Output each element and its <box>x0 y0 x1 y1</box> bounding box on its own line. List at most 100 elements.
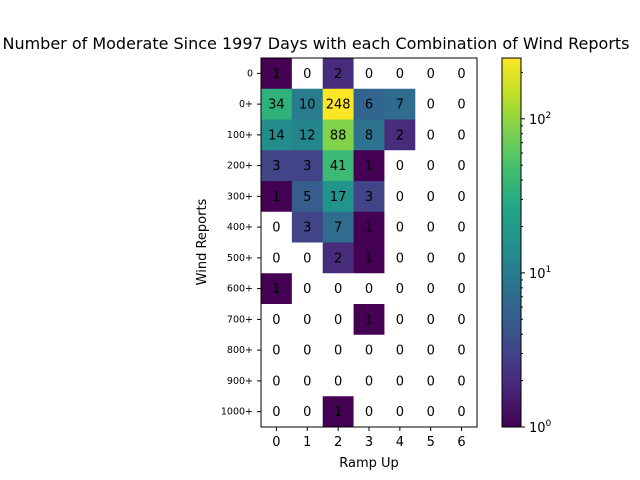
heatmap-cell <box>384 365 416 397</box>
x-tick-label: 2 <box>334 435 342 450</box>
cell-value-label: 0 <box>303 251 311 266</box>
cell-value-label: 0 <box>334 374 342 389</box>
cell-value-label: 0 <box>457 221 465 236</box>
heatmap-cell <box>322 211 354 243</box>
heatmap-cell <box>446 211 478 243</box>
heatmap-cell <box>261 88 293 120</box>
heatmap-cell <box>384 273 416 305</box>
y-tick-label: 700+ <box>227 314 253 325</box>
cell-value-label: 3 <box>272 159 280 174</box>
cell-value-label: 0 <box>396 190 404 205</box>
heatmap-cells <box>261 58 478 428</box>
cell-value-label: 0 <box>396 251 404 266</box>
heatmap-cell <box>353 58 385 90</box>
cell-value-label: 41 <box>330 159 347 174</box>
heatmap-cell <box>415 181 447 213</box>
heatmap-cell <box>353 211 385 243</box>
cell-value-label: 0 <box>457 251 465 266</box>
cell-value-label: 1 <box>365 251 373 266</box>
cell-value-label: 0 <box>457 128 465 143</box>
heatmap-cell <box>261 396 293 428</box>
cell-value-label: 0 <box>457 313 465 328</box>
y-tick-label: 100+ <box>227 130 253 141</box>
cell-value-label: 0 <box>427 190 435 205</box>
cell-value-label: 1 <box>334 405 342 420</box>
heatmap-cell <box>261 365 293 397</box>
heatmap-cell <box>415 242 447 274</box>
cell-value-label: 0 <box>457 374 465 389</box>
x-tick-label: 0 <box>272 435 280 450</box>
heatmap-cell <box>446 334 478 366</box>
cell-value-label: 0 <box>457 190 465 205</box>
x-tick-label: 4 <box>396 435 404 450</box>
cell-value-label: 3 <box>303 159 311 174</box>
heatmap-cell <box>353 150 385 182</box>
heatmap-cell <box>446 365 478 397</box>
heatmap-cell <box>384 88 416 120</box>
heatmap-cell <box>415 58 447 90</box>
cell-value-label: 0 <box>272 405 280 420</box>
cell-value-label: 7 <box>396 98 404 113</box>
x-tick-label: 5 <box>427 435 435 450</box>
cell-value-label: 2 <box>396 128 404 143</box>
heatmap-cell <box>291 396 324 428</box>
heatmap-cell <box>291 181 324 213</box>
heatmap-cell <box>322 150 354 182</box>
cell-value-label: 0 <box>303 313 311 328</box>
cell-value-label: 0 <box>427 282 435 297</box>
cell-value-label: 0 <box>427 221 435 236</box>
cell-value-label: 0 <box>272 344 280 359</box>
cell-value-label: 1 <box>365 221 373 236</box>
cell-value-label: 0 <box>396 221 404 236</box>
heatmap-cell <box>353 304 385 336</box>
cell-value-label: 1 <box>272 190 280 205</box>
cell-value-label: 0 <box>457 67 465 82</box>
heatmap-cell <box>291 119 324 151</box>
heatmap-cell <box>446 150 478 182</box>
cell-value-label: 1 <box>272 282 280 297</box>
chart-title: Number of Moderate Since 1997 Days with … <box>2 34 629 53</box>
y-tick-label: 200+ <box>227 161 253 172</box>
heatmap-cell <box>446 304 478 336</box>
cell-value-label: 14 <box>268 128 285 143</box>
cell-value-label: 0 <box>427 128 435 143</box>
heatmap-cell <box>322 396 354 428</box>
heatmap-cell <box>322 181 354 213</box>
heatmap-cell <box>415 304 447 336</box>
cell-value-label: 8 <box>365 128 373 143</box>
cell-value-label: 0 <box>334 344 342 359</box>
cell-value-label: 0 <box>427 251 435 266</box>
heatmap-cell <box>415 273 447 305</box>
heatmap-cell <box>261 273 293 305</box>
heatmap-cell <box>291 365 324 397</box>
cell-value-label: 0 <box>427 313 435 328</box>
heatmap-cell <box>384 58 416 90</box>
heatmap-cell <box>384 242 416 274</box>
cell-value-label: 0 <box>457 159 465 174</box>
y-tick-label: 500+ <box>227 253 253 264</box>
x-tick-label: 1 <box>303 435 311 450</box>
cell-value-label: 0 <box>334 313 342 328</box>
cell-value-label: 0 <box>427 159 435 174</box>
heatmap-cell <box>415 119 447 151</box>
y-tick-label: 0 <box>247 68 253 79</box>
cell-value-label: 88 <box>330 128 347 143</box>
cell-value-label: 17 <box>330 190 347 205</box>
cell-value-label: 12 <box>299 128 316 143</box>
cell-value-label: 0 <box>427 344 435 359</box>
cell-value-label: 10 <box>299 98 316 113</box>
heatmap-cell <box>261 242 293 274</box>
heatmap-cell <box>353 273 385 305</box>
cell-value-label: 5 <box>303 190 311 205</box>
heatmap-cell <box>261 150 293 182</box>
y-axis-label: Wind Reports <box>195 198 210 285</box>
cell-value-label: 0 <box>457 282 465 297</box>
cell-value-label: 0 <box>457 98 465 113</box>
heatmap-cell <box>291 273 324 305</box>
cell-value-label: 6 <box>365 98 373 113</box>
cell-value-label: 0 <box>334 282 342 297</box>
colorbar-ticks: 100 101 102 <box>521 71 552 436</box>
y-tick-label: 800+ <box>227 345 253 356</box>
cell-value-label: 3 <box>303 221 311 236</box>
